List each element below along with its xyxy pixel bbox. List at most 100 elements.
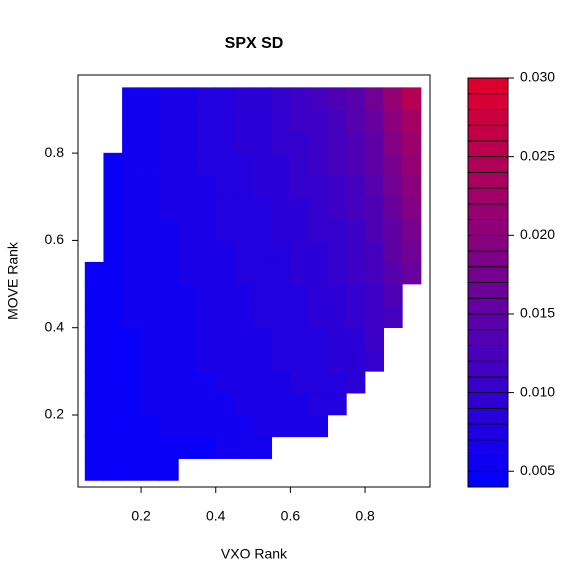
heat-cell [215, 261, 235, 285]
heat-cell [84, 371, 105, 394]
heat-cell [271, 305, 291, 328]
heat-cell [346, 218, 366, 241]
heat-cell [271, 349, 291, 372]
heat-cell [178, 436, 198, 459]
colorbar-tick-label: 0.005 [520, 462, 555, 478]
heat-cell [402, 196, 422, 219]
heat-cell [159, 414, 179, 438]
heat-cell [402, 240, 422, 263]
heat-cell [252, 196, 273, 219]
heat-cell [308, 283, 329, 307]
heat-cell [178, 261, 198, 285]
heat-cell [103, 283, 123, 307]
heat-cell [308, 218, 329, 241]
heat-cell [234, 392, 254, 416]
heat-cell [252, 174, 273, 198]
colorbar-band [467, 109, 509, 126]
heat-cell [308, 87, 329, 110]
colorbar-tick-label: 0.030 [520, 69, 555, 85]
y-tick-label: 0.8 [45, 144, 65, 160]
colorbar-band [467, 124, 509, 142]
heat-cell [84, 305, 105, 328]
heat-cell [178, 152, 198, 176]
heat-cell [364, 196, 385, 219]
colorbar-band [467, 455, 509, 472]
heat-cell [327, 240, 347, 263]
heat-cell [271, 87, 291, 110]
heat-cell [159, 458, 179, 481]
heat-cell [346, 174, 366, 198]
heat-cell [159, 174, 179, 198]
heat-cell [252, 371, 273, 394]
colorbar-band [467, 219, 509, 236]
heat-cell [122, 392, 142, 416]
heat-cell [252, 87, 273, 110]
heat-cell [140, 87, 161, 110]
heat-cell [402, 131, 422, 154]
heat-cell [140, 218, 161, 241]
heat-cell [140, 131, 161, 154]
heat-cell [383, 152, 403, 176]
heat-cell [364, 240, 385, 263]
heat-cell [196, 131, 217, 154]
heat-cell [327, 261, 347, 285]
heat-cell [140, 109, 161, 132]
heat-cell [346, 261, 366, 285]
colorbar-band [467, 407, 509, 425]
heat-cell [383, 305, 403, 328]
heat-cell [140, 283, 161, 307]
heat-cell [308, 392, 329, 416]
heat-cell [140, 152, 161, 176]
heat-cell [215, 174, 235, 198]
heat-cell [103, 152, 123, 176]
heat-cell [122, 109, 142, 132]
heat-cell [196, 109, 217, 132]
heat-cell [159, 240, 179, 263]
heat-cell [346, 305, 366, 328]
colorbar-band [467, 187, 509, 205]
heat-cell [327, 196, 347, 219]
colorbar-band [467, 345, 509, 362]
heat-cell [346, 196, 366, 219]
heat-cell [122, 261, 142, 285]
heat-cell [103, 371, 123, 394]
heat-cell [308, 371, 329, 394]
heat-cell [290, 152, 310, 176]
heat-cell [364, 174, 385, 198]
heat-cell [178, 87, 198, 110]
heat-cell [140, 392, 161, 416]
heat-cell [234, 131, 254, 154]
heat-cell [290, 305, 310, 328]
heat-cell [383, 131, 403, 154]
heat-cell [234, 240, 254, 263]
heat-cell [103, 436, 123, 459]
heat-cell [346, 240, 366, 263]
heat-cell [290, 87, 310, 110]
heat-cell [327, 371, 347, 394]
heat-cell [290, 327, 310, 350]
heat-cell [196, 414, 217, 438]
heat-cell [290, 349, 310, 372]
heat-cell [252, 240, 273, 263]
heat-cell [271, 218, 291, 241]
heat-cell [196, 283, 217, 307]
heat-cell [159, 371, 179, 394]
heat-cell [103, 327, 123, 350]
heat-cell [159, 436, 179, 459]
heat-cell [140, 436, 161, 459]
heat-cell [327, 131, 347, 154]
heat-cell [346, 371, 366, 394]
heat-cell [178, 196, 198, 219]
colorbar-band [467, 234, 509, 252]
heat-cell [84, 349, 105, 372]
colorbar-band [467, 470, 509, 488]
heat-cell [140, 196, 161, 219]
heat-cell [159, 131, 179, 154]
heat-cell [140, 174, 161, 198]
heat-cell [308, 174, 329, 198]
heat-cell [159, 327, 179, 350]
heat-cell [271, 174, 291, 198]
heat-cell [234, 196, 254, 219]
heat-cell [178, 283, 198, 307]
colorbar-band [467, 313, 509, 331]
